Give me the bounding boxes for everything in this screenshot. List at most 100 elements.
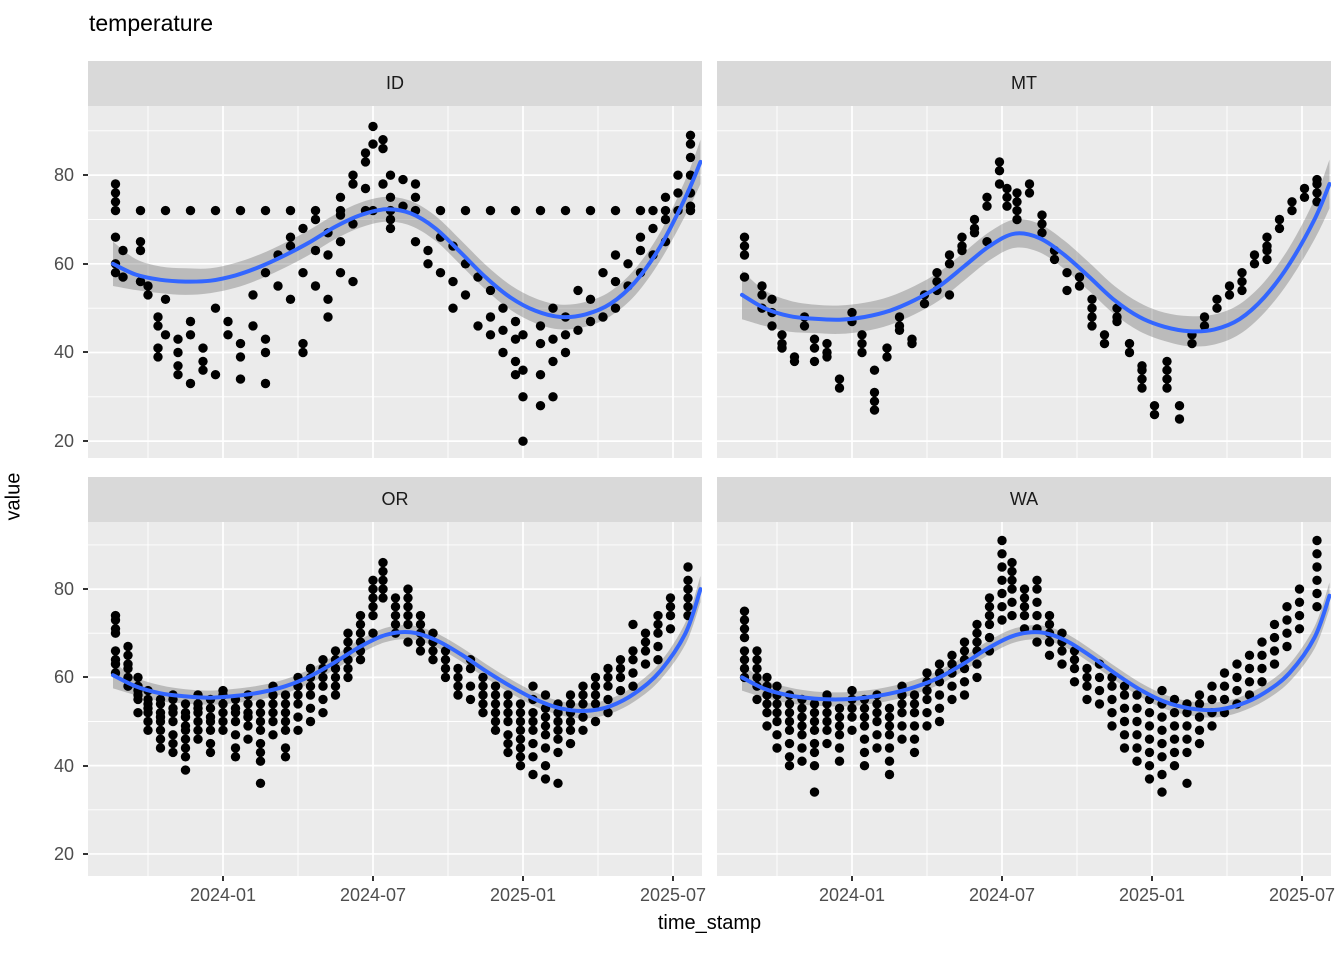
- data-point: [847, 703, 857, 713]
- data-point: [428, 655, 438, 665]
- data-point: [553, 747, 563, 758]
- data-point: [218, 716, 228, 727]
- data-point: [180, 712, 191, 722]
- data-point: [615, 672, 626, 683]
- data-point: [1087, 312, 1097, 322]
- data-point: [168, 716, 178, 727]
- data-point: [210, 303, 221, 313]
- data-point: [847, 725, 857, 735]
- data-point: [515, 752, 526, 762]
- x-axis-tick: [672, 876, 674, 881]
- x-tick-label: 2025-07: [639, 885, 707, 905]
- data-point: [255, 725, 266, 735]
- data-point: [1162, 383, 1172, 393]
- data-point: [1044, 619, 1055, 630]
- data-point: [897, 708, 907, 718]
- data-point: [640, 659, 651, 669]
- data-point: [385, 214, 396, 225]
- data-point: [1132, 730, 1142, 740]
- constant-value-point: [535, 205, 546, 216]
- data-point: [1162, 374, 1172, 384]
- facet-strip-mt: MT: [717, 61, 1331, 106]
- data-point: [984, 602, 995, 612]
- confidence-ribbon: [742, 159, 1330, 347]
- data-point: [133, 708, 143, 718]
- data-point: [243, 734, 253, 744]
- data-point: [415, 637, 426, 647]
- data-point: [653, 641, 663, 652]
- data-point: [752, 646, 762, 656]
- data-point: [1312, 535, 1322, 546]
- facet-panel-or: [88, 522, 702, 876]
- data-point: [1294, 584, 1305, 594]
- data-point: [590, 716, 601, 727]
- data-point: [473, 321, 483, 331]
- data-point: [762, 708, 772, 718]
- data-point: [390, 619, 401, 630]
- x-tick-label: 2024-07: [968, 885, 1036, 905]
- data-point: [739, 646, 750, 656]
- data-point: [1199, 321, 1210, 331]
- data-point: [590, 672, 601, 683]
- data-point: [490, 699, 501, 709]
- data-point: [1012, 188, 1022, 198]
- data-point: [143, 716, 153, 727]
- data-point: [1294, 624, 1305, 634]
- data-point: [478, 690, 488, 700]
- data-point: [797, 743, 807, 753]
- data-point: [515, 734, 526, 744]
- data-point: [268, 730, 278, 740]
- constant-value-point: [685, 205, 696, 216]
- constant-value-point: [160, 205, 171, 216]
- smooth-trend-line: [111, 587, 702, 713]
- data-point: [1107, 708, 1117, 718]
- data-point: [218, 725, 228, 735]
- data-point: [330, 646, 341, 656]
- data-point: [1057, 659, 1067, 669]
- data-point: [260, 378, 271, 389]
- data-point: [757, 290, 767, 300]
- data-point: [298, 338, 308, 349]
- data-point: [1074, 272, 1085, 282]
- data-point: [959, 677, 970, 687]
- data-point: [922, 668, 932, 678]
- data-point: [1232, 672, 1242, 683]
- data-point: [797, 712, 807, 722]
- data-point: [260, 268, 271, 278]
- data-point: [1012, 214, 1022, 225]
- data-point: [1162, 365, 1172, 375]
- data-point: [528, 725, 538, 735]
- data-point: [135, 237, 146, 247]
- y-axis-tick: [83, 174, 88, 177]
- data-point: [510, 316, 521, 327]
- data-point: [922, 685, 932, 696]
- data-point: [330, 672, 341, 683]
- constant-value-point: [110, 205, 121, 216]
- data-point: [448, 303, 458, 313]
- data-point: [565, 738, 576, 749]
- data-point: [490, 716, 501, 727]
- data-point: [623, 259, 633, 269]
- data-point: [809, 708, 820, 718]
- data-point: [1007, 575, 1017, 585]
- data-point: [847, 685, 857, 696]
- data-point: [1182, 734, 1192, 744]
- y-tick-label: 40: [53, 755, 74, 776]
- data-point: [1119, 690, 1130, 700]
- data-point: [528, 708, 538, 718]
- data-point: [243, 712, 253, 722]
- data-point: [180, 765, 191, 775]
- data-point: [133, 672, 143, 683]
- data-point: [884, 730, 895, 740]
- data-point: [560, 330, 571, 340]
- data-point: [155, 725, 166, 735]
- data-point: [665, 624, 676, 634]
- data-point: [110, 197, 121, 207]
- data-point: [1137, 374, 1147, 384]
- data-point: [809, 699, 820, 709]
- data-point: [423, 245, 433, 256]
- x-tick-label: 2025-07: [1268, 885, 1336, 905]
- data-point: [378, 566, 388, 577]
- data-point: [490, 690, 501, 700]
- data-point: [285, 232, 296, 242]
